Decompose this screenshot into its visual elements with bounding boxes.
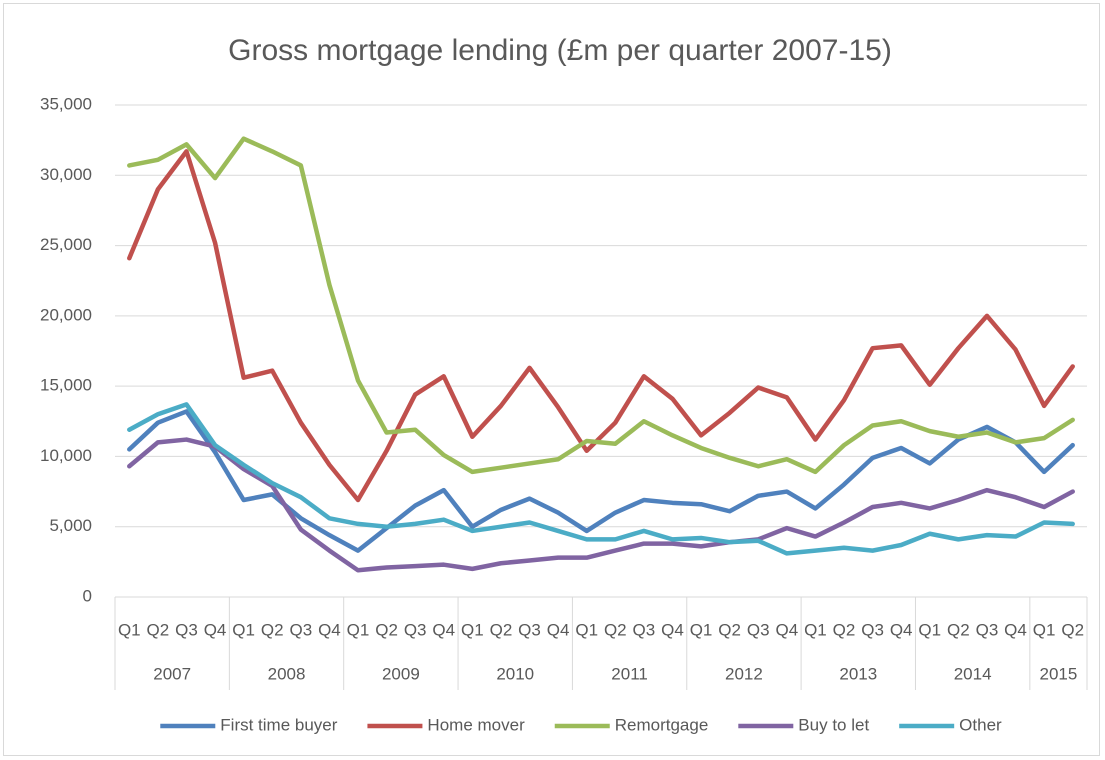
y-tick-label: 10,000 xyxy=(40,446,92,465)
x-tick-label: Q2 xyxy=(833,620,856,639)
x-tick-label: Q2 xyxy=(147,620,170,639)
legend-label: First time buyer xyxy=(220,715,337,734)
x-tick-label: Q3 xyxy=(175,620,198,639)
line-series xyxy=(127,136,1075,475)
x-tick-label: Q4 xyxy=(318,620,341,639)
x-tick-label: Q2 xyxy=(490,620,513,639)
x-tick-label: Q3 xyxy=(518,620,541,639)
x-group-label: 2010 xyxy=(496,664,534,683)
x-tick-label: Q3 xyxy=(289,620,312,639)
x-group-label: 2012 xyxy=(725,664,763,683)
x-group-label: 2011 xyxy=(611,664,648,683)
x-tick-label: Q1 xyxy=(804,620,827,639)
x-group-label: 2007 xyxy=(153,664,191,683)
x-tick-label: Q3 xyxy=(633,620,656,639)
x-tick-label: Q1 xyxy=(118,620,141,639)
x-tick-label: Q1 xyxy=(461,620,484,639)
x-group-label: 2009 xyxy=(382,664,420,683)
x-tick-label: Q1 xyxy=(575,620,598,639)
x-tick-label: Q1 xyxy=(1033,620,1056,639)
legend-label: Home mover xyxy=(427,715,525,734)
line-series xyxy=(127,402,1075,556)
x-tick-label: Q4 xyxy=(1004,620,1027,639)
x-tick-label: Q2 xyxy=(1061,620,1084,639)
x-tick-label: Q4 xyxy=(661,620,684,639)
legend-label: Remortgage xyxy=(615,715,709,734)
x-tick-label: Q2 xyxy=(947,620,970,639)
line-series xyxy=(127,437,1075,573)
y-tick-label: 0 xyxy=(83,586,92,605)
x-tick-label: Q1 xyxy=(918,620,941,639)
x-group-label: 2015 xyxy=(1039,664,1077,683)
x-tick-label: Q3 xyxy=(747,620,770,639)
x-tick-label: Q1 xyxy=(690,620,713,639)
y-tick-label: 35,000 xyxy=(40,94,92,113)
x-tick-label: Q1 xyxy=(347,620,370,639)
x-tick-label: Q4 xyxy=(890,620,913,639)
x-tick-label: Q4 xyxy=(204,620,227,639)
y-tick-label: 30,000 xyxy=(40,165,92,184)
y-tick-label: 20,000 xyxy=(40,305,92,324)
x-tick-label: Q2 xyxy=(604,620,627,639)
x-tick-label: Q4 xyxy=(775,620,798,639)
x-tick-label: Q4 xyxy=(432,620,455,639)
legend-label: Buy to let xyxy=(798,715,869,734)
x-tick-label: Q2 xyxy=(375,620,398,639)
x-tick-label: Q3 xyxy=(861,620,884,639)
y-tick-label: 5,000 xyxy=(49,516,92,535)
x-group-label: 2008 xyxy=(268,664,306,683)
line-series xyxy=(127,149,1075,503)
x-group-label: 2013 xyxy=(839,664,877,683)
chart-border xyxy=(3,3,1100,756)
legend-label: Other xyxy=(959,715,1002,734)
x-tick-label: Q3 xyxy=(976,620,999,639)
y-tick-label: 25,000 xyxy=(40,235,92,254)
x-tick-label: Q2 xyxy=(718,620,741,639)
x-tick-label: Q4 xyxy=(547,620,570,639)
y-tick-label: 15,000 xyxy=(40,376,92,395)
x-group-label: 2014 xyxy=(954,664,992,683)
chart-title: Gross mortgage lending (£m per quarter 2… xyxy=(228,34,892,67)
x-tick-label: Q2 xyxy=(261,620,284,639)
x-tick-label: Q1 xyxy=(232,620,255,639)
x-tick-label: Q3 xyxy=(404,620,427,639)
